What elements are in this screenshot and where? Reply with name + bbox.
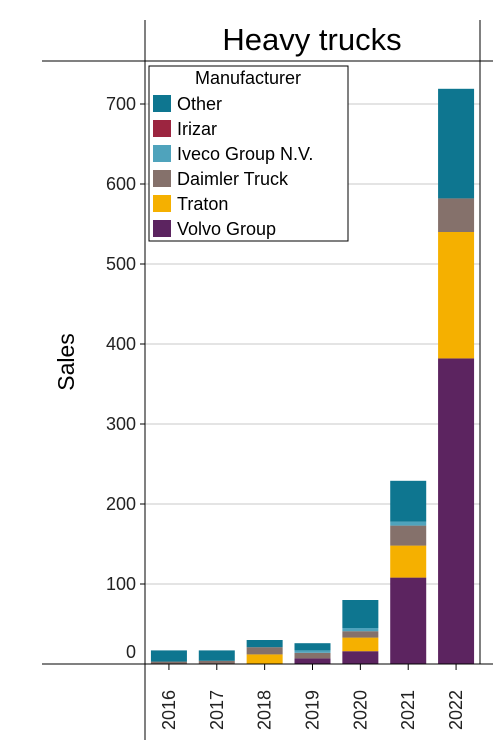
legend-label: Daimler Truck bbox=[177, 169, 289, 189]
legend-title: Manufacturer bbox=[195, 68, 301, 88]
legend-swatch bbox=[153, 195, 171, 212]
bar-segment bbox=[390, 545, 427, 578]
bar-segment bbox=[342, 600, 379, 628]
legend-label: Iveco Group N.V. bbox=[177, 144, 313, 164]
legend-swatch bbox=[153, 145, 171, 162]
x-tick-label: 2017 bbox=[207, 690, 227, 730]
x-tick-label: 2018 bbox=[255, 690, 275, 730]
bar-segment bbox=[294, 652, 331, 659]
bar-segment bbox=[390, 577, 427, 664]
y-tick-label: 600 bbox=[106, 174, 136, 194]
legend-label: Other bbox=[177, 94, 222, 114]
x-tick-label: 2021 bbox=[398, 690, 418, 730]
bar-segment bbox=[246, 640, 283, 648]
chart-title: Heavy trucks bbox=[222, 22, 401, 57]
x-tick-label: 2022 bbox=[446, 690, 466, 730]
bar-segment bbox=[390, 525, 427, 546]
legend-label: Irizar bbox=[177, 119, 217, 139]
y-tick-label: 100 bbox=[106, 574, 136, 594]
legend-box bbox=[148, 65, 349, 242]
bar-segment bbox=[246, 654, 283, 664]
x-tick-label: 2020 bbox=[350, 690, 370, 730]
bar-segment bbox=[198, 660, 235, 664]
legend-swatch bbox=[153, 120, 171, 137]
bar-segment bbox=[342, 628, 379, 632]
bar-segment bbox=[294, 658, 331, 664]
bar-segment bbox=[198, 650, 235, 661]
bar-segment bbox=[294, 643, 331, 651]
legend: Manufacturer Other Irizar Iveco Group N.V.… bbox=[148, 65, 349, 242]
y-tick-labels: 0 100 200 300 400 500 600 700 bbox=[106, 94, 136, 662]
legend-label: Volvo Group bbox=[177, 219, 276, 239]
bar-segment bbox=[390, 521, 427, 526]
y-tick-label: 500 bbox=[106, 254, 136, 274]
bars bbox=[150, 88, 475, 664]
legend-swatch bbox=[153, 220, 171, 237]
legend-swatch bbox=[153, 170, 171, 187]
y-tick-label: 200 bbox=[106, 494, 136, 514]
y-tick-label: 700 bbox=[106, 94, 136, 114]
x-tick-labels: 2016 2017 2018 2019 2020 2021 2022 bbox=[159, 664, 466, 730]
bar-segment bbox=[150, 650, 187, 662]
y-axis-label: Sales bbox=[53, 333, 79, 391]
bar-segment bbox=[438, 198, 475, 232]
x-tick-label: 2019 bbox=[303, 690, 323, 730]
bar-segment bbox=[294, 650, 331, 653]
bar-segment bbox=[438, 358, 475, 664]
bar-segment bbox=[390, 480, 427, 522]
bar-segment bbox=[342, 651, 379, 664]
bar-segment bbox=[438, 232, 475, 359]
y-tick-label: 400 bbox=[106, 334, 136, 354]
bar-segment bbox=[342, 631, 379, 638]
bar-segment bbox=[342, 637, 379, 652]
bar-segment bbox=[438, 88, 475, 199]
bar-segment bbox=[150, 661, 187, 664]
x-tick-label: 2016 bbox=[159, 690, 179, 730]
y-tick-label: 300 bbox=[106, 414, 136, 434]
y-tick-label: 0 bbox=[126, 642, 136, 662]
legend-swatch bbox=[153, 95, 171, 112]
legend-label: Traton bbox=[177, 194, 228, 214]
bar-segment bbox=[246, 647, 283, 655]
